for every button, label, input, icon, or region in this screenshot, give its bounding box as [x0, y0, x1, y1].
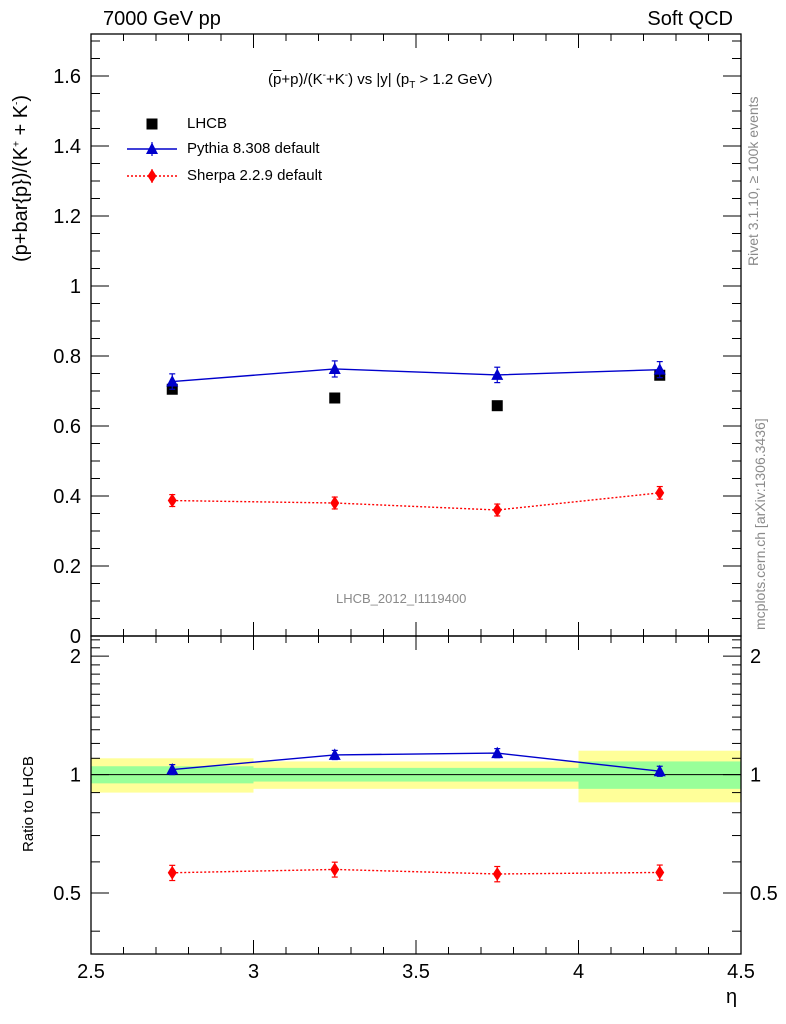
x-tick-label-4: 4.5 [727, 961, 755, 983]
x-tick-label-1: 3 [248, 961, 259, 983]
legend-marker-lhcb [146, 118, 158, 130]
ratio-point-sherpa-2-2-9-default [492, 866, 502, 881]
ratio-point-sherpa-2-2-9-default [330, 862, 340, 877]
main-point-lhcb [329, 392, 341, 404]
analysis-watermark: LHCB_2012_I1119400 [336, 591, 467, 606]
ratio-y-tick-label-right-1: 1 [750, 765, 761, 787]
ratio-axis-ticks [91, 639, 741, 932]
y-tick-label-6: 1.2 [53, 206, 81, 228]
legend-label-sherpa: Sherpa 2.2.9 default [187, 167, 323, 184]
header-right-label: Soft QCD [647, 8, 733, 30]
ratio-line-pythia-8-308-default [172, 752, 660, 772]
ratio-y-tick-label-0: 0.5 [53, 883, 81, 905]
ratio-point-pythia-8-308-default [653, 764, 666, 777]
main-point-sherpa-2-2-9-default [167, 493, 177, 508]
y-tick-label-4: 0.8 [53, 346, 81, 368]
ratio-y-tick-label-2: 2 [70, 646, 81, 668]
legend-label-lhcb: LHCB [187, 115, 228, 132]
main-point-pythia-8-308-default [328, 362, 341, 374]
main-line-pythia-8-308-default [172, 368, 660, 383]
x-tick-label-0: 2.5 [77, 961, 105, 983]
rivet-version-label: Rivet 3.1.10, ≥ 100k events [745, 96, 761, 266]
ratio-y-tick-label-right-2: 2 [750, 646, 761, 668]
main-point-pythia-8-308-default [653, 363, 666, 375]
main-point-pythia-8-308-default [491, 368, 504, 380]
legend-marker-pythia-8-308-default [146, 142, 158, 154]
main-point-sherpa-2-2-9-default [655, 485, 665, 500]
main-line-sherpa-2-2-9-default [172, 492, 660, 511]
ratio-point-pythia-8-308-default [491, 746, 504, 759]
ratio-uncertainty-bands [91, 750, 741, 803]
legend-label-pythia: Pythia 8.308 default [187, 140, 320, 157]
ratio-point-pythia-8-308-default [166, 763, 179, 775]
y-tick-label-2: 0.4 [53, 486, 81, 508]
y-tick-label-5: 1 [70, 276, 81, 298]
ratio-line-sherpa-2-2-9-default [172, 868, 660, 875]
ratio-y-axis-label: Ratio to LHCB [20, 756, 37, 852]
main-series-layer [166, 360, 666, 517]
ratio-point-sherpa-2-2-9-default [655, 865, 665, 880]
legend-marker-sherpa-2-2-9-default [147, 169, 157, 183]
main-point-sherpa-2-2-9-default [330, 496, 340, 510]
x-tick-label-3: 4 [573, 961, 584, 983]
y-tick-label-3: 0.6 [53, 416, 81, 438]
ratio-y-tick-label-1: 1 [70, 765, 81, 787]
tick-labels-layer: 2.5 3 3.5 4 4.5 0 0.2 0.4 0.6 0.8 1 1.2 1.4 1.6 0.5 0.5… [53, 66, 778, 983]
main-point-pythia-8-308-default [166, 375, 179, 387]
header-left-label: 7000 GeV pp [103, 8, 221, 30]
plot-title: (p+p)/(K-+K-) vs |y| (pT > 1.2 GeV) [268, 70, 493, 91]
main-point-lhcb [491, 400, 503, 412]
main-y-axis-label: (p+bar{p})/(K+ + K-) [10, 94, 32, 262]
ratio-y-tick-label-right-0: 0.5 [750, 883, 778, 905]
ratio-series-layer [166, 746, 666, 883]
mcplots-reference-label: mcplots.cern.ch [arXiv:1306.3436] [752, 418, 768, 630]
y-tick-label-8: 1.6 [53, 66, 81, 88]
y-tick-label-0: 0 [70, 626, 81, 648]
y-tick-label-7: 1.4 [53, 136, 81, 158]
y-tick-label-1: 0.2 [53, 556, 81, 578]
x-tick-label-2: 3.5 [402, 961, 430, 983]
x-axis-label: η [726, 986, 738, 1008]
ratio-point-pythia-8-308-default [328, 748, 341, 760]
ratio-plot-frame [90, 635, 742, 955]
ratio-point-sherpa-2-2-9-default [167, 865, 177, 880]
legend-markers [127, 118, 177, 183]
main-point-sherpa-2-2-9-default [492, 503, 502, 517]
